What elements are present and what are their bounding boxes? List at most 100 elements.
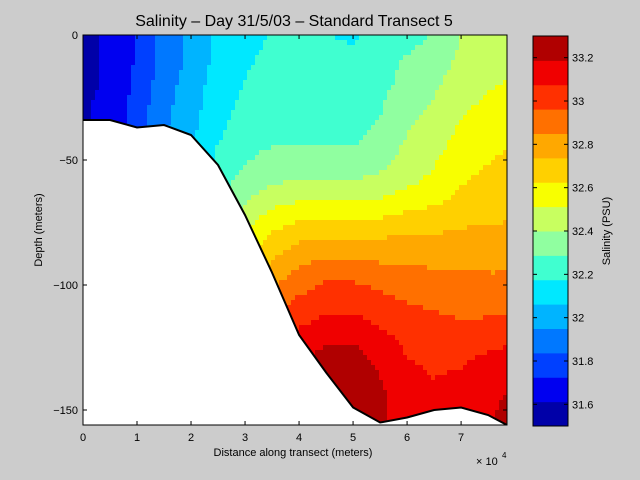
- heatmap-cell: [323, 95, 328, 101]
- heatmap-cell: [91, 80, 96, 86]
- heatmap-cell: [451, 220, 456, 226]
- heatmap-cell: [331, 115, 336, 121]
- heatmap-cell: [251, 100, 256, 106]
- heatmap-cell: [299, 105, 304, 111]
- heatmap-cell: [327, 65, 332, 71]
- heatmap-cell: [303, 135, 308, 141]
- heatmap-cell: [275, 225, 280, 231]
- heatmap-cell: [371, 115, 376, 121]
- heatmap-cell: [499, 40, 504, 46]
- heatmap-cell: [503, 160, 507, 166]
- heatmap-cell: [499, 125, 504, 131]
- heatmap-cell: [187, 85, 192, 91]
- heatmap-cell: [163, 50, 168, 56]
- heatmap-cell: [331, 60, 336, 66]
- heatmap-cell: [487, 145, 492, 151]
- heatmap-cell: [479, 235, 484, 241]
- heatmap-cell: [491, 160, 496, 166]
- heatmap-cell: [491, 70, 496, 76]
- heatmap-cell: [495, 60, 500, 66]
- heatmap-cell: [451, 135, 456, 141]
- heatmap-cell: [483, 175, 488, 181]
- heatmap-cell: [503, 125, 507, 131]
- heatmap-cell: [375, 45, 380, 51]
- heatmap-cell: [135, 45, 140, 51]
- heatmap-cell: [275, 160, 280, 166]
- heatmap-cell: [207, 60, 212, 66]
- heatmap-cell: [431, 220, 436, 226]
- heatmap-cell: [403, 215, 408, 221]
- heatmap-cell: [471, 195, 476, 201]
- heatmap-cell: [267, 65, 272, 71]
- heatmap-cell: [319, 185, 324, 191]
- heatmap-cell: [319, 170, 324, 176]
- heatmap-cell: [307, 145, 312, 151]
- heatmap-cell: [403, 80, 408, 86]
- heatmap-cell: [335, 100, 340, 106]
- heatmap-cell: [203, 135, 208, 141]
- heatmap-cell: [443, 40, 448, 46]
- heatmap-cell: [299, 205, 304, 211]
- heatmap-cell: [219, 40, 224, 46]
- heatmap-cell: [423, 50, 428, 56]
- heatmap-cell: [119, 85, 124, 91]
- heatmap-cell: [251, 130, 256, 136]
- heatmap-cell: [183, 100, 188, 106]
- heatmap-cell: [339, 115, 344, 121]
- heatmap-cell: [483, 170, 488, 176]
- heatmap-cell: [195, 90, 200, 96]
- heatmap-cell: [415, 250, 420, 256]
- heatmap-cell: [271, 250, 276, 256]
- heatmap-cell: [263, 95, 268, 101]
- heatmap-cell: [387, 170, 392, 176]
- heatmap-cell: [171, 55, 176, 61]
- heatmap-cell: [443, 195, 448, 201]
- heatmap-cell: [195, 115, 200, 121]
- heatmap-cell: [491, 125, 496, 131]
- heatmap-cell: [467, 35, 472, 41]
- heatmap-cell: [487, 160, 492, 166]
- heatmap-cell: [379, 265, 384, 271]
- heatmap-cell: [139, 120, 144, 126]
- heatmap-cell: [91, 55, 96, 61]
- heatmap-cell: [439, 250, 444, 256]
- heatmap-cell: [495, 85, 500, 91]
- heatmap-cell: [455, 205, 460, 211]
- heatmap-cell: [323, 225, 328, 231]
- heatmap-cell: [95, 50, 100, 56]
- heatmap-cell: [355, 210, 360, 216]
- heatmap-cell: [291, 140, 296, 146]
- heatmap-cell: [351, 150, 356, 156]
- heatmap-cell: [399, 170, 404, 176]
- heatmap-cell: [423, 265, 428, 271]
- heatmap-cell: [411, 255, 416, 261]
- heatmap-cell: [499, 120, 504, 126]
- heatmap-cell: [271, 85, 276, 91]
- heatmap-cell: [399, 35, 404, 41]
- heatmap-cell: [367, 220, 372, 226]
- heatmap-cell: [115, 95, 120, 101]
- heatmap-cell: [287, 100, 292, 106]
- heatmap-cell: [207, 40, 212, 46]
- heatmap-cell: [495, 95, 500, 101]
- heatmap-cell: [443, 185, 448, 191]
- heatmap-cell: [483, 215, 488, 221]
- heatmap-cell: [419, 260, 424, 266]
- heatmap-cell: [247, 105, 252, 111]
- heatmap-cell: [227, 100, 232, 106]
- heatmap-cell: [439, 105, 444, 111]
- heatmap-cell: [395, 250, 400, 256]
- heatmap-cell: [483, 135, 488, 141]
- heatmap-cell: [407, 70, 412, 76]
- heatmap-cell: [471, 125, 476, 131]
- heatmap-cell: [199, 70, 204, 76]
- heatmap-cell: [331, 230, 336, 236]
- heatmap-cell: [295, 240, 300, 246]
- heatmap-cell: [475, 65, 480, 71]
- heatmap-cell: [423, 235, 428, 241]
- heatmap-cell: [343, 105, 348, 111]
- heatmap-cell: [447, 225, 452, 231]
- heatmap-cell: [223, 145, 228, 151]
- heatmap-cell: [211, 125, 216, 131]
- heatmap-cell: [355, 220, 360, 226]
